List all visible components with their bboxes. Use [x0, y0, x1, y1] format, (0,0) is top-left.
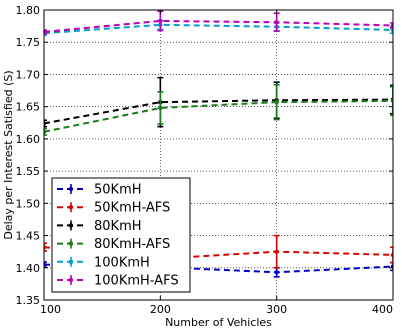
plot-frame — [43, 9, 394, 301]
legend-swatch-marker — [68, 205, 74, 210]
series-line — [44, 19, 393, 33]
x-tick-label: 300 — [266, 303, 287, 316]
data-point — [158, 18, 163, 24]
x-axis-label: Number of Vehicles — [165, 316, 272, 329]
data-point — [390, 98, 393, 104]
series-line — [44, 23, 393, 35]
series-80KmH-AFS — [44, 83, 393, 136]
data-point — [390, 23, 393, 28]
legend-box — [51, 177, 191, 293]
data-point — [390, 252, 393, 258]
axis-ticks: 100 200 300 400 1.35 1.40 1.45 1.50 1.55 1.60 1.65… — [16, 4, 394, 316]
legend-label: 80KmH-AFS — [94, 237, 170, 252]
legend-label: 100KmH-AFS — [94, 274, 179, 289]
data-point — [274, 270, 279, 275]
legend-label: 50KmH-AFS — [94, 201, 170, 216]
legend-swatch-marker — [68, 259, 74, 264]
y-axis-label: Delay per Interest Satisfied (S) — [2, 70, 15, 239]
data-point — [274, 20, 279, 25]
legend-swatch-marker — [68, 241, 74, 246]
data-point — [158, 105, 163, 111]
y-tick-label: 1.75 — [16, 36, 41, 49]
legend-label: 100KmH — [94, 255, 150, 270]
legend-swatch-marker — [68, 277, 74, 283]
legend-label: 50KmH — [94, 183, 142, 198]
y-tick-label: 1.65 — [16, 101, 41, 114]
legend-swatch-marker — [68, 186, 74, 192]
y-tick-label: 1.35 — [16, 294, 41, 307]
y-tick-label: 1.70 — [16, 68, 41, 81]
series-line — [44, 246, 393, 260]
x-tick-label: 400 — [372, 303, 393, 316]
series-line — [44, 263, 393, 274]
data-point — [44, 29, 47, 35]
data-point — [44, 129, 47, 134]
y-tick-label: 1.80 — [16, 4, 41, 17]
legend-label: 80KmH — [94, 219, 142, 234]
data-point — [44, 262, 47, 267]
data-point — [274, 249, 279, 254]
y-tick-label: 1.45 — [16, 230, 41, 243]
y-tick-label: 1.55 — [16, 165, 41, 178]
y-tick-label: 1.40 — [16, 262, 41, 275]
y-tick-label: 1.60 — [16, 133, 41, 146]
data-point — [274, 99, 279, 105]
legend-swatch-marker — [68, 223, 74, 228]
data-point — [44, 121, 47, 126]
series-line — [44, 99, 393, 133]
data-point — [44, 244, 47, 250]
legend: 50KmH 50KmH-AFS 80KmH 80KmH-AFS 100KmH 100KmH… — [51, 177, 191, 293]
y-tick-label: 1.50 — [16, 197, 41, 210]
series-line — [44, 98, 393, 125]
series-100KmH-AFS — [44, 10, 393, 35]
x-tick-label: 200 — [150, 303, 171, 316]
x-tick-label: 100 — [40, 303, 61, 316]
data-point — [390, 27, 393, 33]
